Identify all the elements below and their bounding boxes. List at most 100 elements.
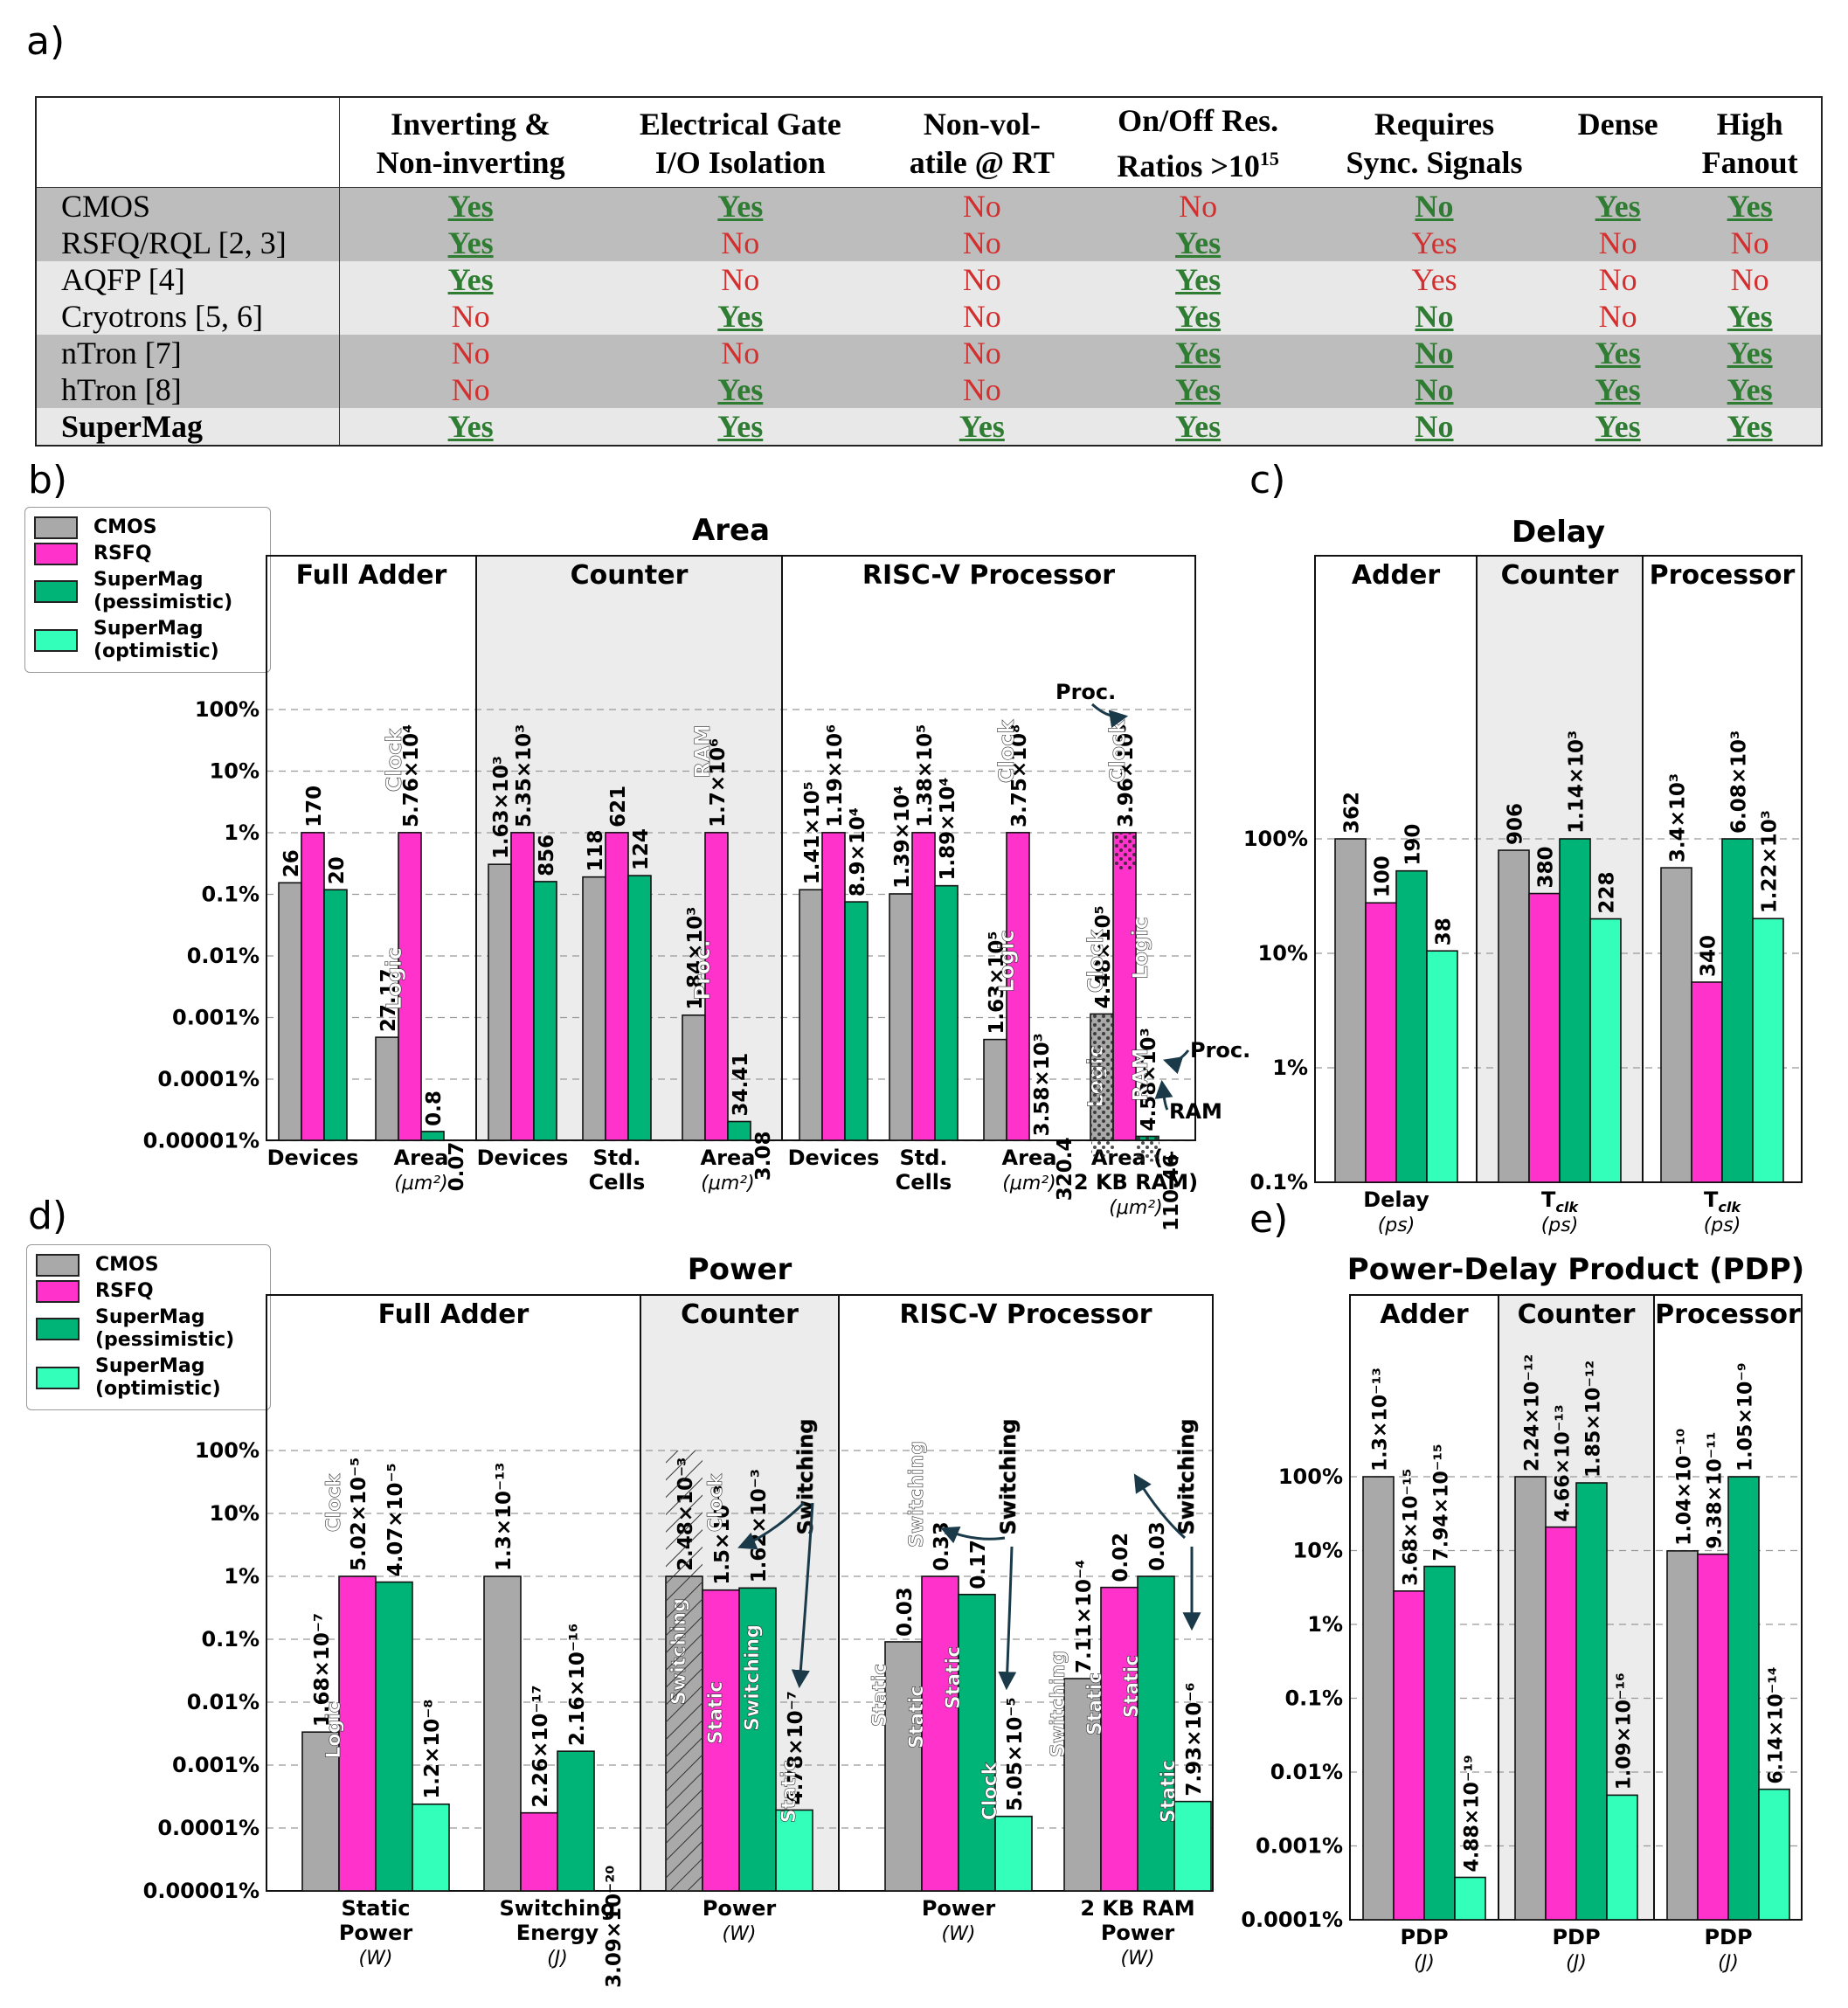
bar-supermag-optimistic [1589,917,1622,1183]
table-cell: No [601,261,880,298]
y-tick-label: 10% [210,759,260,784]
bar-value-label: 0.17 [967,1540,990,1589]
group-title: Adder [1380,1299,1469,1330]
bar-value-label: 1.09×10⁻¹⁶ [1614,1672,1636,1790]
bar-rsfq [1112,832,1137,1141]
bar-value-label: 1.62×10⁻³ [748,1469,771,1582]
bar-value-label: 856 [536,834,558,876]
annotation-arrow [1133,1473,1186,1540]
chart-title-area: Area [692,513,770,548]
annotation-arrow [940,1526,1006,1544]
bar-rsfq [1365,902,1397,1183]
bar-value-label: 0.07 [446,1142,468,1192]
bar-value-label: 1.05×10⁻⁹ [1735,1362,1757,1471]
x-unit-label: (μm²) [701,1173,754,1194]
legend-entry: RSFQ [34,543,261,565]
bar-rsfq [1393,1590,1425,1921]
table-header-cell: Dense [1557,97,1679,188]
bar-annotation: Static [1121,1655,1143,1718]
table-cell: No [1557,298,1679,335]
x-unit-label: (ps) [1704,1215,1741,1236]
y-tick-label: 0.00001% [143,1879,260,1903]
bar-value-label: 4.48×10⁵ [1092,905,1115,1008]
y-tick-label: 0.001% [172,1753,260,1777]
annotation: RAM [1169,1099,1222,1124]
x-category-label: Power [339,1921,413,1945]
table-cell: No [1311,371,1558,408]
bar-rsfq [704,832,729,1141]
bar-value-label: 2.24×10⁻¹² [1522,1354,1544,1471]
panel-label-b: b) [28,458,68,502]
y-tick-label: 0.001% [172,1006,260,1030]
bar-supermag-optimistic [1454,1876,1486,1921]
table-cell: No [879,261,1085,298]
bar-annotation: Logic [994,930,1019,992]
x-category-label: Switching [500,1896,616,1921]
y-tick-label: 0.0001% [157,1067,260,1091]
bar-value-label: 2.16×10⁻¹⁶ [566,1624,589,1746]
bar-value-label: 190 [1402,824,1425,866]
bar-supermag-optimistic [1752,917,1784,1183]
table-cell: No [879,225,1085,261]
x-category-label: Static [342,1896,411,1921]
annotation-arrow [791,1502,814,1689]
bar-cmos [665,1575,703,1892]
table-row: CMOS Yes Yes No No No Yes Yes [36,187,1822,225]
bar-rsfq [605,832,629,1141]
table-row-label: CMOS [36,187,340,225]
bar-supermag-pessimistic [1575,1482,1608,1921]
x-category-label: Power [703,1896,777,1921]
group-title: Processor [1650,560,1796,591]
bar-cmos [375,1036,399,1141]
panel-label-c: c) [1249,458,1286,502]
bar-cmos [1666,1550,1699,1921]
table-cell: Yes [601,408,880,446]
bar-annotation: Static [869,1664,891,1727]
bar-cmos [889,893,913,1141]
group-shade [640,1295,839,1891]
table-row-label: AQFP [4] [36,261,340,298]
bar-value-label: 110.46 [1160,1153,1183,1231]
chart-title-power: Power [688,1252,792,1287]
x-category-label: Cells [589,1170,646,1194]
x-category-label: Tclk [1704,1187,1741,1215]
bar-supermag-pessimistic [1423,1565,1456,1921]
x-category-label: Devices [788,1146,880,1170]
x-category-label: Cells [896,1170,952,1194]
table-cell: Yes [601,187,880,225]
legend-entry: SuperMag (pessimistic) [34,569,261,614]
bar-value-label: 118 [585,830,607,872]
table-cell: Yes [1084,298,1312,335]
group-title: Processor [1655,1299,1801,1330]
bar-value-label: 1.7×10⁶ [707,738,730,827]
x-unit-label: (W) [723,1923,757,1945]
x-category-label: Std. [899,1146,947,1170]
group-title: Counter [1518,1299,1636,1330]
bar-value-label: 5.05×10⁻⁵ [1004,1697,1027,1811]
table-row: RSFQ/RQL [2, 3] Yes No No Yes Yes No No [36,225,1822,261]
bar-value-label: 1.89×10⁴ [937,778,959,881]
bar-cmos [682,1014,706,1141]
y-tick-label: 1% [224,1564,260,1589]
bar-annotation: Static [1084,1672,1106,1735]
bar-value-label: 5.02×10⁻⁵ [348,1458,370,1571]
legend-entry: RSFQ [36,1280,261,1303]
bar-value-label: 1.19×10⁶ [824,724,847,827]
bar-value-label: 0.03 [894,1587,917,1637]
bar-rsfq [398,832,422,1141]
y-tick-label: 0.0001% [157,1816,260,1840]
table-cell: No [1311,187,1558,225]
table-row-label: RSFQ/RQL [2, 3] [36,225,340,261]
bar-value-label: 621 [607,786,630,827]
bar-rsfq [921,1575,959,1892]
table-cell: No [339,298,602,335]
bar-supermag-optimistic [412,1803,450,1892]
bar-annotation: Clock [979,1761,1001,1820]
bar-supermag-pessimistic [533,881,557,1141]
x-category-label: Devices [267,1146,359,1170]
bar-rsfq [911,832,936,1141]
bar-value-label: 1.38×10⁵ [914,724,937,827]
bar-annotation: Logic [382,947,406,1009]
switching-label: Switching [793,1419,818,1535]
bar-value-label: 5.76×10⁴ [400,724,423,827]
